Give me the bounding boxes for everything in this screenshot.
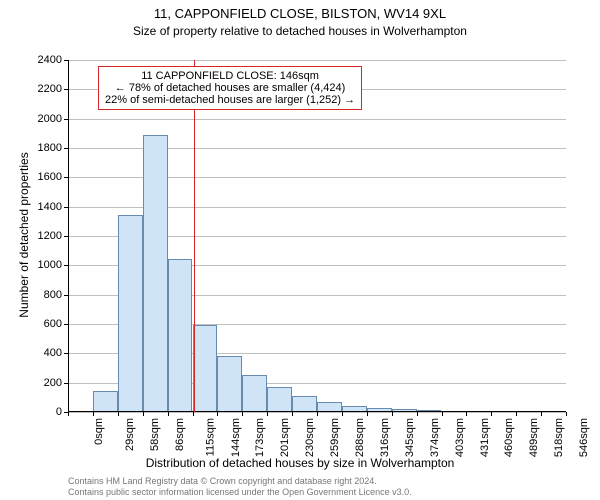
x-tick-label: 115sqm xyxy=(204,418,216,456)
x-tick-mark xyxy=(442,412,443,416)
y-tick-label: 1600 xyxy=(38,171,68,183)
x-tick-label: 431sqm xyxy=(479,418,491,457)
x-tick-mark xyxy=(193,412,194,416)
x-tick-label: 460sqm xyxy=(504,418,516,457)
x-tick-label: 201sqm xyxy=(279,418,291,457)
x-tick-label: 58sqm xyxy=(149,418,161,451)
x-tick-mark xyxy=(516,412,517,416)
histogram-bar xyxy=(118,215,143,412)
histogram-bar xyxy=(242,375,267,412)
histogram-bar xyxy=(292,396,317,412)
y-tick-label: 800 xyxy=(44,289,68,301)
attribution-line2: Contains public sector information licen… xyxy=(68,487,412,497)
x-tick-mark xyxy=(267,412,268,416)
x-tick-label: 403sqm xyxy=(454,418,466,457)
property-marker-line xyxy=(194,60,195,412)
y-tick-label: 1000 xyxy=(38,259,68,271)
x-tick-label: 518sqm xyxy=(553,418,565,457)
histogram-bar xyxy=(143,135,168,412)
x-tick-mark xyxy=(317,412,318,416)
y-tick-label: 2000 xyxy=(38,113,68,125)
annotation-line: ← 78% of detached houses are smaller (4,… xyxy=(105,82,355,94)
y-gridline xyxy=(68,119,566,120)
histogram-bar xyxy=(267,387,292,412)
x-tick-label: 288sqm xyxy=(354,418,366,457)
y-tick-label: 600 xyxy=(44,318,68,330)
x-tick-label: 546sqm xyxy=(578,418,590,457)
y-tick-label: 2400 xyxy=(38,54,68,66)
x-tick-mark xyxy=(541,412,542,416)
x-tick-mark xyxy=(118,412,119,416)
x-tick-label: 173sqm xyxy=(255,418,267,457)
x-tick-mark xyxy=(367,412,368,416)
plot-area: 0200400600800100012001400160018002000220… xyxy=(68,60,566,412)
x-tick-mark xyxy=(392,412,393,416)
histogram-bar xyxy=(93,391,118,412)
chart-title-line1: 11, CAPPONFIELD CLOSE, BILSTON, WV14 9XL xyxy=(0,6,600,21)
x-tick-mark xyxy=(242,412,243,416)
x-tick-label: 29sqm xyxy=(124,418,136,451)
x-tick-mark xyxy=(168,412,169,416)
x-tick-mark xyxy=(93,412,94,416)
chart-container: 11, CAPPONFIELD CLOSE, BILSTON, WV14 9XL… xyxy=(0,0,600,500)
x-tick-mark xyxy=(491,412,492,416)
histogram-bar xyxy=(217,356,242,412)
y-axis-line xyxy=(68,60,69,412)
y-gridline xyxy=(68,60,566,61)
x-tick-mark xyxy=(342,412,343,416)
y-axis-label: Number of detached properties xyxy=(17,135,31,335)
y-tick-label: 400 xyxy=(44,347,68,359)
x-tick-mark xyxy=(143,412,144,416)
x-tick-label: 144sqm xyxy=(230,418,242,457)
x-tick-label: 489sqm xyxy=(528,418,540,457)
x-tick-label: 345sqm xyxy=(404,418,416,457)
y-tick-label: 1400 xyxy=(38,201,68,213)
x-tick-mark xyxy=(417,412,418,416)
annotation-box: 11 CAPPONFIELD CLOSE: 146sqm← 78% of det… xyxy=(98,66,362,110)
annotation-line: 11 CAPPONFIELD CLOSE: 146sqm xyxy=(105,70,355,82)
x-tick-mark xyxy=(68,412,69,416)
x-tick-label: 316sqm xyxy=(379,418,391,457)
attribution-line1: Contains HM Land Registry data © Crown c… xyxy=(68,476,377,486)
x-tick-mark xyxy=(292,412,293,416)
y-tick-label: 0 xyxy=(56,406,68,418)
y-tick-label: 200 xyxy=(44,377,68,389)
x-tick-label: 86sqm xyxy=(174,418,186,451)
x-tick-label: 374sqm xyxy=(429,418,441,457)
x-axis-label: Distribution of detached houses by size … xyxy=(0,456,600,470)
annotation-line: 22% of semi-detached houses are larger (… xyxy=(105,94,355,106)
y-tick-label: 1200 xyxy=(38,230,68,242)
chart-title-line2: Size of property relative to detached ho… xyxy=(0,24,600,38)
x-axis-line xyxy=(68,411,566,412)
x-tick-label: 259sqm xyxy=(329,418,341,457)
histogram-bar xyxy=(168,259,193,412)
y-tick-label: 1800 xyxy=(38,142,68,154)
x-tick-label: 0sqm xyxy=(93,418,105,445)
x-tick-mark xyxy=(466,412,467,416)
x-tick-label: 230sqm xyxy=(304,418,316,457)
x-tick-mark xyxy=(217,412,218,416)
histogram-bar xyxy=(193,325,218,412)
y-tick-label: 2200 xyxy=(38,83,68,95)
x-tick-mark xyxy=(566,412,567,416)
